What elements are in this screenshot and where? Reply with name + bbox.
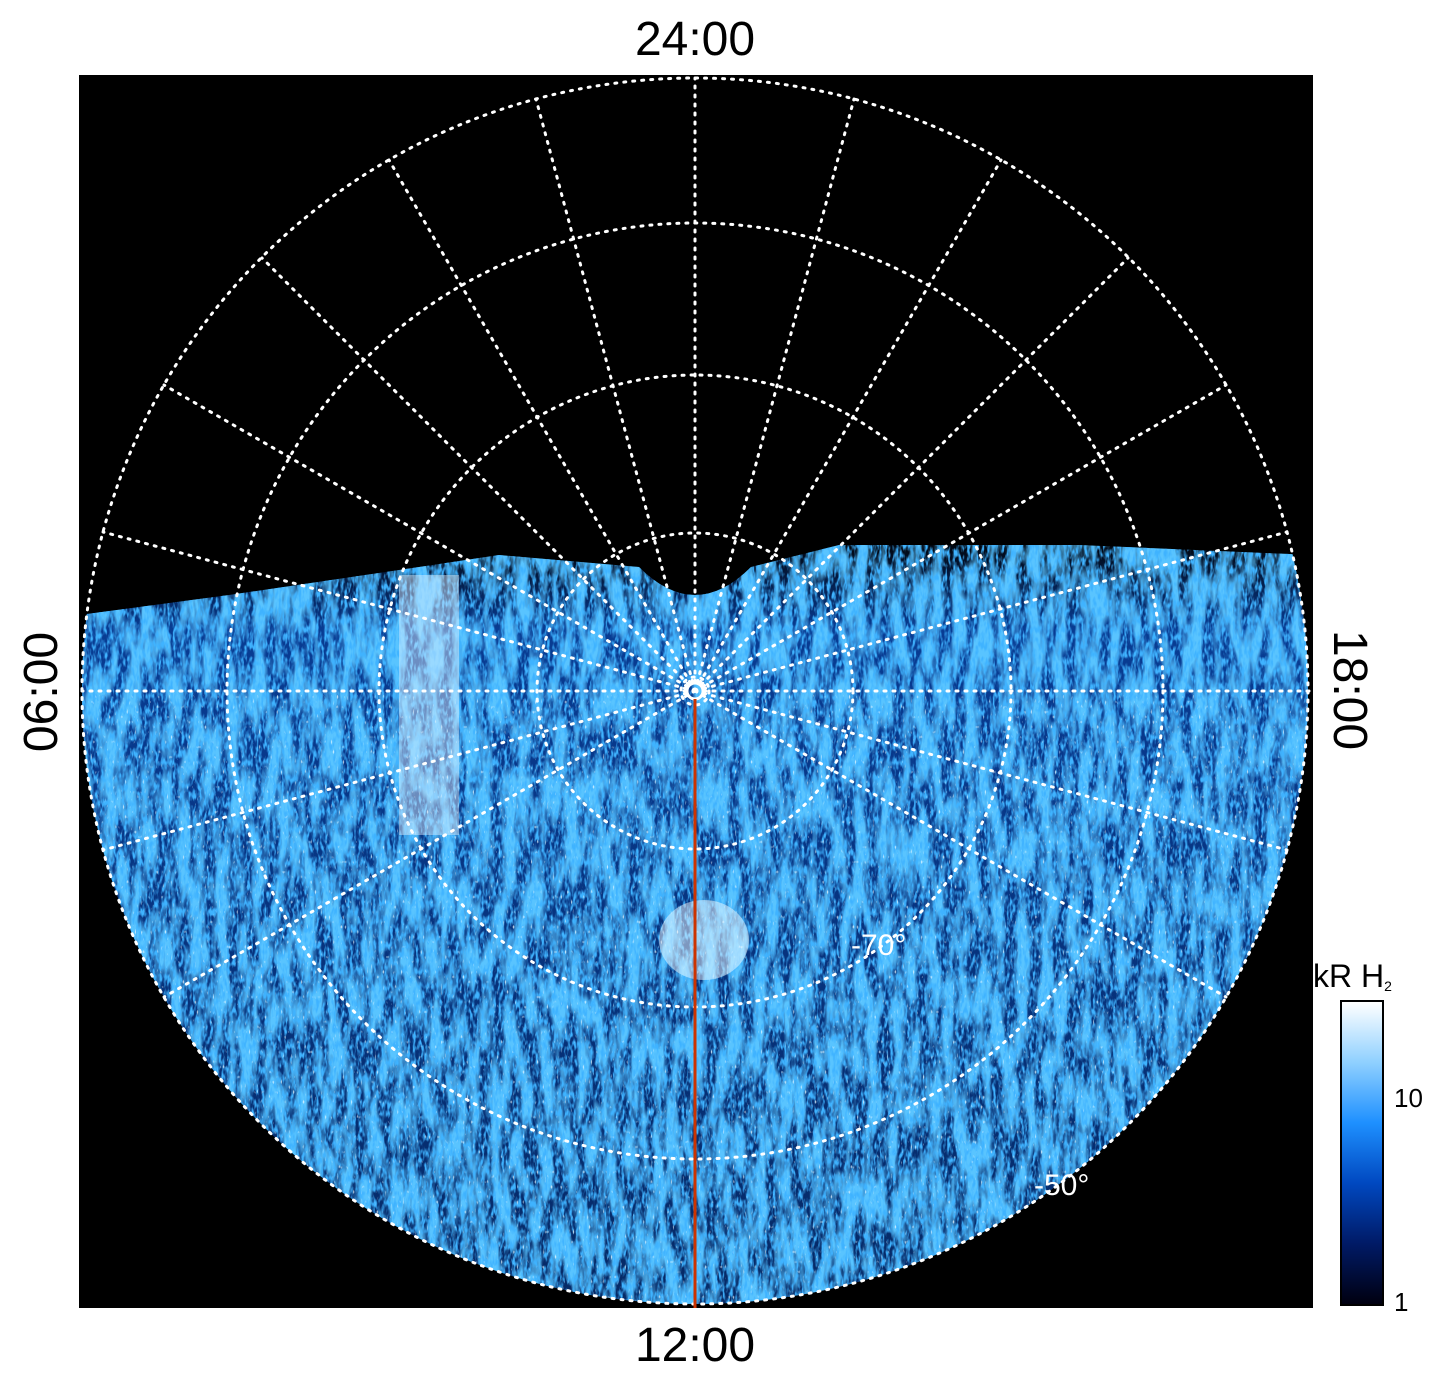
latitude-label-50: -50°	[1034, 1169, 1089, 1202]
colorbar-title: kR H2	[1313, 958, 1392, 994]
graticule	[80, 76, 1312, 1306]
colorbar-tick-10: 10	[1394, 1083, 1423, 1113]
polar-projection-panel: -70° -50°	[79, 75, 1313, 1308]
bottom-time-label: 12:00	[634, 1319, 756, 1372]
left-time-label: 06:00	[15, 631, 68, 753]
polar-map: -70° -50°	[80, 76, 1312, 1308]
right-time-label: 18:00	[1323, 629, 1376, 751]
colorbar	[1340, 1000, 1384, 1306]
colorbar-tick-1: 1	[1394, 1287, 1409, 1317]
latitude-label-70: -70°	[851, 929, 906, 962]
top-time-label: 24:00	[634, 13, 756, 66]
